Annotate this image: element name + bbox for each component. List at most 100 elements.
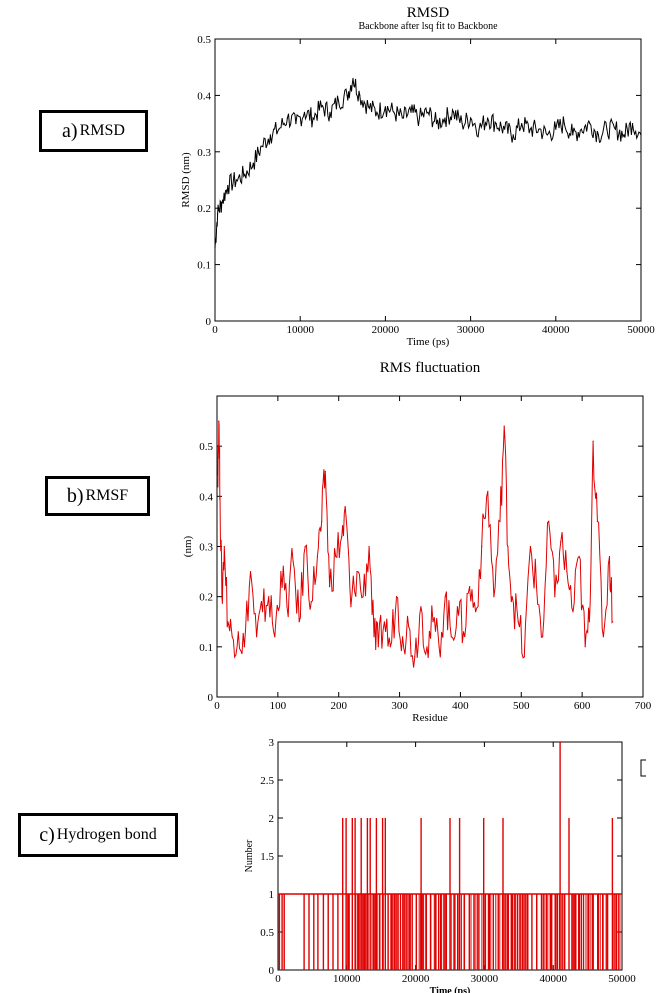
data-point <box>529 545 532 548</box>
data-point <box>286 117 288 119</box>
x-tick-label: 20000 <box>402 973 430 985</box>
y-axis-label: Number <box>244 839 255 872</box>
data-point <box>478 128 480 130</box>
x-tick-label: 700 <box>635 700 652 712</box>
data-point <box>377 646 379 648</box>
y-tick-label: 2.5 <box>260 775 274 787</box>
y-tick-label: 0.3 <box>197 147 211 159</box>
data-point <box>418 117 421 119</box>
data-point <box>592 440 594 442</box>
data-point <box>410 111 412 113</box>
data-point <box>512 134 514 136</box>
y-tick-label: 1.5 <box>260 851 274 863</box>
data-point <box>588 621 591 623</box>
x-tick-label: 0 <box>275 973 281 985</box>
y-tick-label: 0 <box>206 316 212 328</box>
data-point <box>373 636 375 638</box>
panel-text-a: RMSD <box>79 122 125 139</box>
data-point <box>335 555 337 558</box>
panel-label-c: c) Hydrogen bond <box>18 813 178 857</box>
data-point <box>329 111 331 113</box>
x-tick-label: 500 <box>513 700 530 712</box>
y-tick-label: 0.1 <box>199 642 213 654</box>
panel-tag-a: a) <box>62 120 78 142</box>
y-tick-label: 0.5 <box>260 927 274 939</box>
y-tick-label: 0.5 <box>197 34 211 46</box>
data-point <box>274 636 276 638</box>
x-tick-label: 40000 <box>539 973 567 985</box>
data-point <box>321 520 323 523</box>
data-point <box>346 94 348 96</box>
data-point <box>542 636 544 638</box>
data-point <box>414 656 416 658</box>
data-point <box>295 123 297 125</box>
data-point <box>345 515 347 518</box>
data-point <box>219 495 221 497</box>
data-point <box>640 134 642 136</box>
data-point <box>376 111 378 113</box>
data-point <box>249 571 252 573</box>
data-point <box>481 545 483 548</box>
data-point <box>367 106 369 108</box>
x-tick-label: 100 <box>270 700 287 712</box>
data-point <box>227 185 229 187</box>
data-point <box>243 646 245 648</box>
data-point <box>614 128 617 130</box>
data-point <box>329 586 331 588</box>
y-tick-label: 0.3 <box>199 542 213 554</box>
data-point <box>461 123 463 125</box>
x-tick-label: 40000 <box>542 324 570 336</box>
chart-hbond: 0 10000 20000 30000 40000 50000 0 0.5 1 1.5 2 2.5 3 T… <box>244 737 646 993</box>
data-point <box>608 555 611 558</box>
data-point <box>268 596 270 598</box>
data-point <box>521 123 523 125</box>
data-point <box>470 117 472 119</box>
panel-label-b: b) RMSF <box>45 476 150 516</box>
data-point <box>304 545 306 548</box>
y-axis-label: RMSD (nm) <box>180 152 192 208</box>
data-point <box>316 555 318 558</box>
data-point <box>356 571 358 573</box>
y-tick-label: 0 <box>208 692 214 704</box>
data-point <box>572 134 574 136</box>
data-point <box>487 117 489 119</box>
panel-tag-c: c) <box>39 824 55 846</box>
data-point <box>393 111 395 113</box>
data-point <box>252 162 254 164</box>
data-point <box>435 123 438 125</box>
plot-frame <box>216 395 644 698</box>
data-point <box>623 134 625 136</box>
data-point <box>244 173 246 175</box>
data-point <box>554 596 556 598</box>
data-point <box>566 571 568 573</box>
data-point <box>237 631 239 633</box>
y-tick-label: 1 <box>269 889 275 901</box>
data-point <box>462 631 465 633</box>
data-point <box>602 636 605 638</box>
data-point <box>560 540 562 543</box>
data-point <box>269 134 271 136</box>
data-point <box>444 596 446 598</box>
data-point <box>589 123 591 125</box>
data-point <box>223 545 225 548</box>
data-point <box>555 128 557 130</box>
data-point <box>487 490 489 492</box>
data-point <box>517 621 519 623</box>
data-point <box>432 621 434 623</box>
x-axis-label: Time (ps) <box>407 336 450 348</box>
data-point <box>456 606 458 608</box>
data-point <box>596 520 599 523</box>
x-tick-label: 400 <box>452 700 469 712</box>
plot-frame <box>214 38 642 322</box>
y-tick-label: 0 <box>269 965 275 977</box>
legend-bracket-icon <box>640 759 646 777</box>
data-point <box>235 179 237 181</box>
x-tick-label: 200 <box>330 700 347 712</box>
y-tick-label: 0.4 <box>199 491 213 503</box>
data-point <box>278 128 280 130</box>
data-point <box>612 621 614 623</box>
chart-rmsf: RMS fluctuation 0 100 200 300 400 500 600 700 0 0.… <box>182 360 652 724</box>
data-point <box>221 202 223 204</box>
data-point <box>384 106 386 108</box>
data-point <box>580 128 583 130</box>
